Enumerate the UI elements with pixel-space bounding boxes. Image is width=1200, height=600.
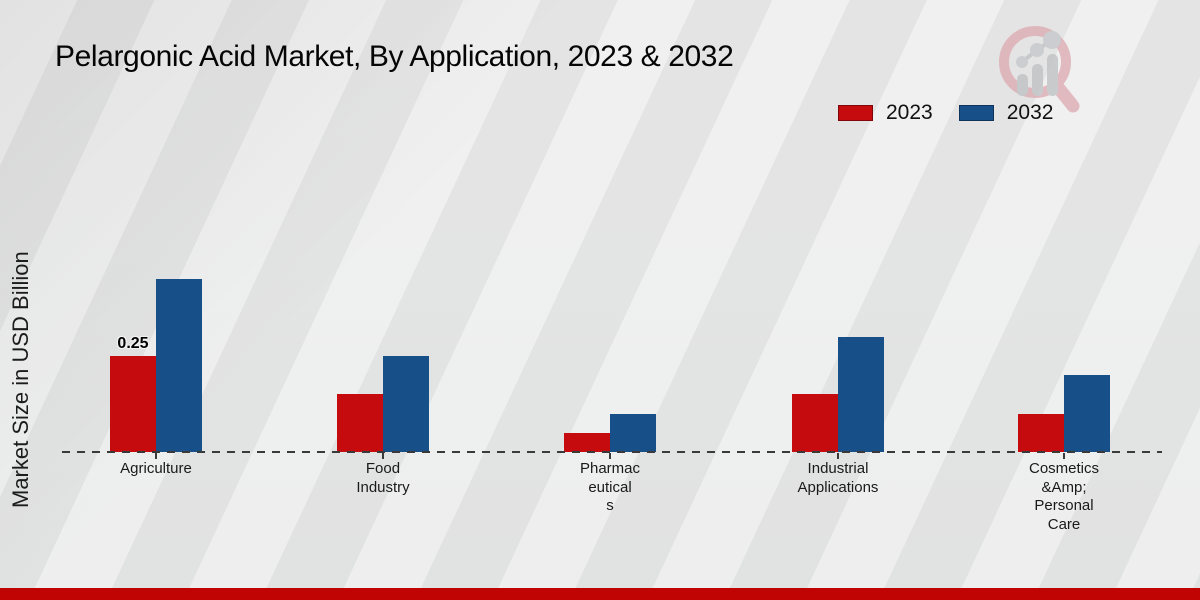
bar-2023-industrial-applications: [792, 394, 838, 452]
bar-chart-magnifier-logo-icon: [999, 26, 1080, 113]
legend-item-2032: 2032: [958, 101, 1054, 125]
x-axis-category-label-industrial-applications: Industrial Applications: [797, 460, 879, 496]
bar-2023-pharmaceuticals: [564, 433, 610, 452]
bar-2023-cosmetics-amp-personal-care: [1018, 414, 1064, 452]
bar-2032-cosmetics-amp-personal-care: [1064, 375, 1110, 452]
x-axis-baseline: [62, 451, 1162, 453]
legend-swatch-2023: [838, 105, 873, 121]
bar-value-label: 0.25: [117, 335, 149, 352]
bar-2032-pharmaceuticals: [610, 414, 656, 452]
x-axis-category-label-food-industry: Food Industry: [356, 460, 410, 496]
bar-2032-agriculture: [156, 279, 202, 452]
legend-label-2023: 2023: [886, 101, 933, 124]
x-axis-tick: [382, 453, 384, 459]
bar-2023-agriculture: [110, 356, 156, 452]
x-axis-category-label-cosmetics-amp-personal-care: Cosmetics &Amp; Personal Care: [1028, 460, 1100, 533]
x-axis-category-label-pharmaceuticals: Pharmac eutical s: [579, 460, 641, 514]
legend-swatch-2032: [958, 105, 994, 121]
legend-item-2023: 2023: [838, 101, 933, 125]
x-axis-tick: [609, 453, 611, 459]
bar-2023-food-industry: [337, 394, 383, 452]
footer-accent-bar: [0, 588, 1200, 600]
x-axis-tick: [1063, 453, 1065, 459]
x-axis-category-label-agriculture: Agriculture: [120, 460, 192, 477]
x-axis-tick: [837, 453, 839, 459]
bar-2032-industrial-applications: [838, 337, 884, 452]
bar-2032-food-industry: [383, 356, 429, 452]
x-axis-tick: [155, 453, 157, 459]
legend: 2023 2032: [838, 101, 1053, 125]
chart-title: Pelargonic Acid Market, By Application, …: [55, 40, 734, 73]
legend-label-2032: 2032: [1006, 101, 1054, 124]
